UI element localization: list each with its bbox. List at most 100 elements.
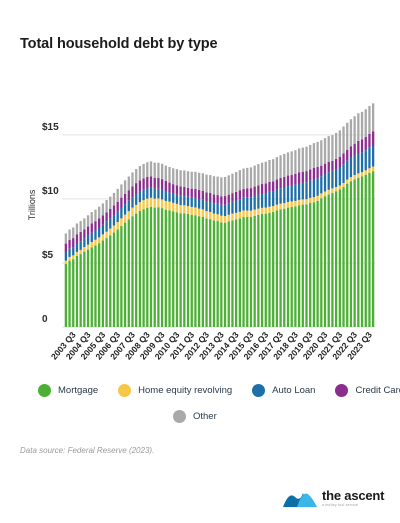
bar-segment-other <box>372 103 375 132</box>
bar-segment-home-equity-revolving <box>186 206 190 215</box>
bar-stack <box>90 212 93 327</box>
y-tick-label: $10 <box>42 186 59 197</box>
ascent-mountain-icon <box>283 493 317 507</box>
bar-segment-other <box>320 140 323 166</box>
y-tick-label: $5 <box>42 250 54 261</box>
bar-segment-credit-card <box>146 176 149 189</box>
bar-segment-auto-loan <box>312 179 316 198</box>
legend-item: Credit Card <box>335 383 400 397</box>
bar-segment-mortgage <box>83 251 86 327</box>
bar-segment-home-equity-revolving <box>135 204 138 214</box>
bar-segment-home-equity-revolving <box>268 206 271 213</box>
bar-segment-home-equity-revolving <box>105 231 108 239</box>
bar-segment-other <box>231 173 234 194</box>
bar-segment-credit-card <box>179 186 182 196</box>
bar-segment-credit-card <box>260 184 264 194</box>
bar-segment-other <box>242 168 245 190</box>
bar-segment-credit-card <box>131 186 134 198</box>
bar-segment-credit-card <box>75 234 79 244</box>
bar-segment-home-equity-revolving <box>275 204 279 211</box>
bar-segment-other <box>131 172 134 187</box>
bar-segment-other <box>368 105 371 134</box>
bar-segment-mortgage <box>186 214 190 327</box>
bar-segment-other <box>109 196 112 210</box>
bar-segment-other <box>94 209 97 222</box>
legend-swatch <box>118 383 132 397</box>
bar-segment-other <box>260 162 264 185</box>
legend-item: Mortgage <box>38 383 98 397</box>
bar-segment-mortgage <box>327 194 330 327</box>
bar-segment-credit-card <box>327 161 330 173</box>
bar-segment-other <box>357 113 360 141</box>
bar-segment-other <box>172 168 175 185</box>
bar-segment-home-equity-revolving <box>123 214 127 223</box>
bar-segment-auto-loan <box>231 201 234 214</box>
bar-segment-credit-card <box>127 190 130 201</box>
brand-logo[interactable]: the ascent a motley fool service <box>283 489 385 509</box>
bar-segment-other <box>105 200 108 213</box>
bar-segment-mortgage <box>168 210 171 327</box>
bar-segment-mortgage <box>372 171 375 327</box>
bar-segment-home-equity-revolving <box>331 188 334 193</box>
bar-stack <box>264 161 267 327</box>
bar-segment-mortgage <box>131 216 134 327</box>
bar-stack <box>135 169 138 327</box>
bar-stack <box>79 221 82 327</box>
bar-segment-auto-loan <box>227 203 230 215</box>
bar-segment-auto-loan <box>260 193 264 208</box>
bar-segment-mortgage <box>246 216 249 327</box>
bar-segment-credit-card <box>190 188 193 198</box>
bar-segment-home-equity-revolving <box>290 201 293 207</box>
bar-stack <box>209 175 212 327</box>
bar-segment-mortgage <box>349 181 353 327</box>
bar-stack <box>275 157 279 327</box>
bar-segment-home-equity-revolving <box>94 239 97 246</box>
bar-stack <box>216 176 219 327</box>
bar-segment-credit-card <box>316 166 319 179</box>
bar-segment-other <box>346 122 349 150</box>
bar-segment-other <box>101 203 105 216</box>
bar-segment-auto-loan <box>194 198 197 208</box>
bar-segment-home-equity-revolving <box>231 213 234 221</box>
bar-segment-auto-loan <box>201 199 204 210</box>
bar-segment-other <box>190 171 193 189</box>
bar-segment-home-equity-revolving <box>153 198 156 208</box>
bar-segment-credit-card <box>286 175 290 187</box>
bar-segment-home-equity-revolving <box>286 201 290 208</box>
bar-segment-home-equity-revolving <box>68 256 71 261</box>
bar-stack <box>138 165 142 327</box>
bar-segment-mortgage <box>75 255 79 327</box>
bar-segment-mortgage <box>257 214 260 327</box>
bar-segment-home-equity-revolving <box>320 193 323 199</box>
bar-segment-mortgage <box>346 183 349 327</box>
legend-swatch <box>335 383 349 397</box>
bar-stack <box>309 144 312 327</box>
bar-stack <box>105 200 108 327</box>
bar-segment-auto-loan <box>90 232 93 243</box>
bar-segment-credit-card <box>109 209 112 219</box>
bar-segment-credit-card <box>320 165 323 177</box>
bar-segment-auto-loan <box>101 224 105 235</box>
bar-segment-mortgage <box>101 240 105 327</box>
bar-segment-credit-card <box>323 163 327 175</box>
bar-segment-credit-card <box>246 188 249 198</box>
bar-segment-credit-card <box>235 191 238 201</box>
bar-stack <box>272 159 275 327</box>
bar-segment-credit-card <box>120 197 123 208</box>
bar-segment-other <box>153 162 156 178</box>
bar-segment-credit-card <box>372 131 375 146</box>
bar-segment-home-equity-revolving <box>197 208 201 217</box>
bar-segment-credit-card <box>227 194 230 204</box>
bar-segment-other <box>79 221 82 232</box>
bar-segment-other <box>342 126 345 154</box>
bar-segment-mortgage <box>235 219 238 327</box>
bar-segment-mortgage <box>316 200 319 327</box>
bar-segment-credit-card <box>172 184 175 194</box>
bar-segment-other <box>253 165 256 187</box>
bar-segment-mortgage <box>353 179 356 327</box>
bar-segment-mortgage <box>109 235 112 327</box>
bar-stack <box>301 147 304 327</box>
bar-segment-other <box>146 162 149 177</box>
bar-stack <box>323 138 327 327</box>
bar-segment-auto-loan <box>186 196 190 207</box>
